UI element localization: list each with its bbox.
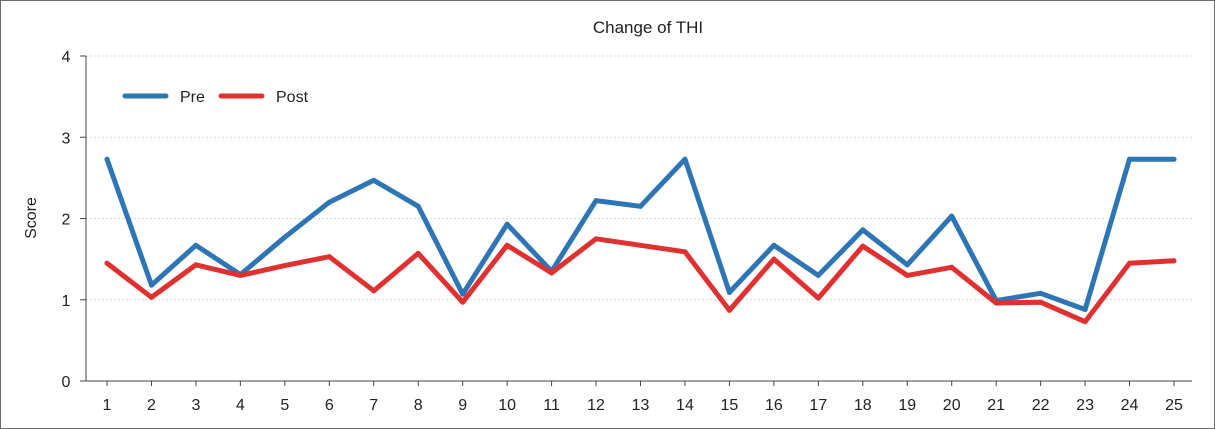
data-point-pre — [638, 203, 643, 209]
x-tick-label: 9 — [458, 397, 467, 414]
y-tick-label: 1 — [62, 293, 71, 310]
data-point-pre — [415, 203, 421, 209]
data-point-post — [371, 288, 377, 294]
data-point-post — [1038, 299, 1044, 305]
data-point-pre — [193, 242, 199, 248]
data-point-post — [638, 242, 643, 248]
data-point-pre — [771, 242, 777, 248]
x-tick-label: 15 — [721, 397, 739, 414]
x-tick-label: 13 — [632, 397, 650, 414]
data-point-post — [282, 263, 288, 269]
y-tick-label: 2 — [62, 212, 71, 229]
data-point-pre — [504, 221, 510, 227]
data-point-pre — [726, 289, 732, 295]
data-point-post — [860, 243, 866, 249]
data-point-pre — [682, 156, 688, 162]
data-point-pre — [104, 156, 110, 162]
x-tick-label: 25 — [1165, 397, 1183, 414]
x-tick-label: 18 — [854, 397, 872, 414]
legend-label-pre: Pre — [180, 89, 205, 106]
data-point-post — [1127, 260, 1133, 266]
data-point-pre — [904, 262, 910, 268]
data-point-pre — [1038, 290, 1044, 296]
data-point-pre — [460, 291, 466, 297]
data-point-post — [726, 307, 732, 313]
x-tick-label: 3 — [191, 397, 200, 414]
series-line-pre — [104, 156, 1177, 312]
x-tick-label: 11 — [543, 397, 560, 414]
x-tick-label: 8 — [414, 397, 423, 414]
x-tick-label: 5 — [280, 397, 289, 414]
y-axis-label: Score — [23, 197, 40, 239]
data-point-pre — [371, 177, 377, 183]
data-point-post — [148, 294, 154, 300]
data-point-post — [415, 250, 421, 256]
data-point-post — [904, 272, 910, 278]
data-point-post — [682, 249, 688, 255]
x-tick-label: 17 — [809, 397, 827, 414]
data-point-post — [949, 264, 955, 270]
data-point-pre — [860, 227, 866, 233]
y-tick-label: 3 — [62, 130, 71, 147]
data-point-pre — [949, 213, 955, 219]
data-point-pre — [593, 198, 599, 204]
data-point-post — [815, 295, 821, 301]
x-tick-label: 20 — [943, 397, 961, 414]
x-tick-label: 16 — [765, 397, 783, 414]
x-tick-label: 23 — [1076, 397, 1094, 414]
x-tick-label: 4 — [236, 397, 245, 414]
data-point-pre — [1171, 156, 1177, 162]
data-point-pre — [326, 199, 332, 205]
data-point-post — [1171, 258, 1177, 264]
x-tick-label: 2 — [147, 397, 156, 414]
x-tick-label: 19 — [898, 397, 916, 414]
legend-label-post: Post — [276, 89, 309, 106]
data-point-post — [237, 272, 243, 278]
data-point-post — [326, 254, 332, 260]
data-point-pre — [282, 234, 288, 240]
data-point-post — [193, 262, 199, 268]
y-tick-label: 0 — [62, 374, 71, 391]
x-tick-label: 1 — [103, 397, 112, 414]
x-tick-label: 22 — [1032, 397, 1050, 414]
x-tick-label: 21 — [987, 397, 1005, 414]
data-point-pre — [148, 282, 154, 288]
series-layer — [104, 156, 1177, 325]
data-point-pre — [815, 272, 821, 278]
x-tick-label: 6 — [325, 397, 334, 414]
x-tick-label: 24 — [1121, 397, 1139, 414]
data-point-post — [504, 242, 510, 248]
data-point-post — [593, 236, 599, 242]
data-point-post — [1082, 319, 1088, 325]
data-point-post — [460, 299, 466, 305]
x-tick-label: 14 — [676, 397, 694, 414]
data-point-post — [771, 256, 777, 262]
data-point-pre — [1127, 156, 1133, 162]
x-tick-label: 10 — [498, 397, 516, 414]
y-tick-label: 4 — [62, 49, 71, 66]
data-point-post — [549, 270, 555, 276]
legend: Pre Post — [122, 89, 309, 106]
data-point-post — [104, 260, 110, 266]
data-point-post — [993, 300, 999, 306]
x-tick-label: 12 — [587, 397, 605, 414]
x-tick-label: 7 — [369, 397, 378, 414]
data-point-pre — [1082, 307, 1088, 312]
chart-title: Change of THI — [593, 18, 703, 37]
